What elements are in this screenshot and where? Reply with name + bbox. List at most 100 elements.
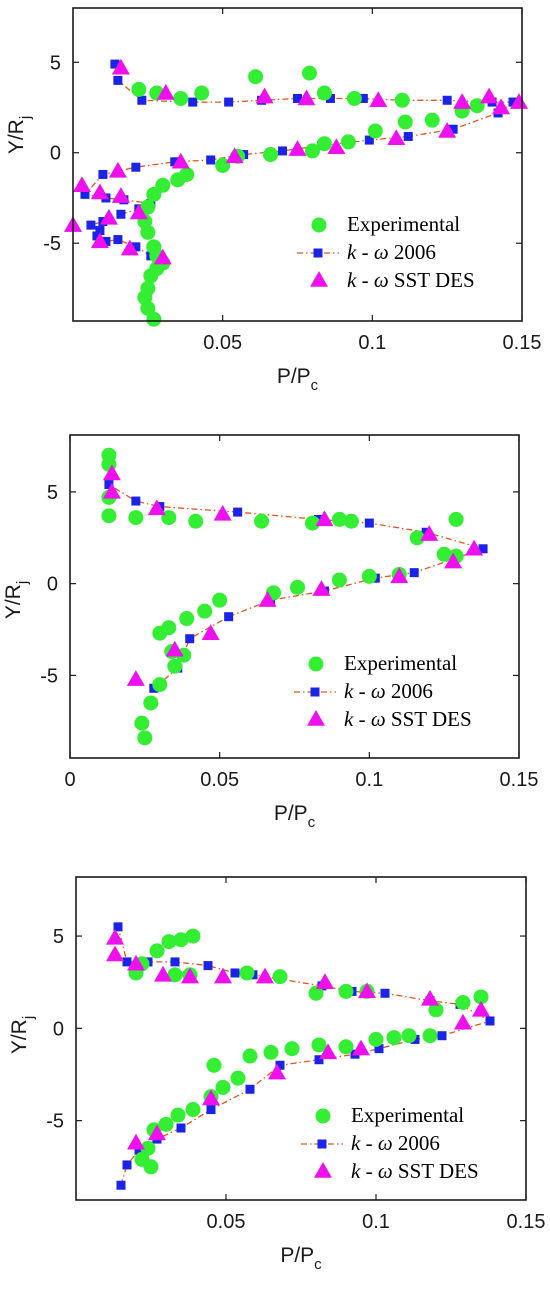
- data-point-triangle: [108, 161, 127, 178]
- legend: Experimental k - ω 2006 k - ω SST DES: [297, 212, 475, 292]
- data-point-circle: [167, 658, 183, 674]
- legend-marker-kw2006: [313, 248, 323, 258]
- data-point-square: [134, 1145, 144, 1155]
- data-point-square: [113, 922, 123, 932]
- x-axis-title: P/Pc: [274, 802, 316, 831]
- data-point-triangle: [256, 967, 274, 984]
- data-point-circle: [448, 511, 464, 527]
- data-point-triangle: [90, 232, 109, 249]
- data-point-circle: [346, 90, 362, 106]
- legend-label-sstdes: k - ω SST DES: [347, 268, 475, 292]
- legend-label-experimental: Experimental: [347, 212, 460, 236]
- data-point-square: [98, 169, 108, 179]
- data-point-triangle: [510, 93, 529, 109]
- data-point-square: [170, 957, 180, 967]
- data-point-square: [92, 231, 102, 241]
- legend-marker-sstdes: [310, 271, 328, 287]
- data-point-circle: [331, 572, 347, 588]
- data-point-triangle: [102, 482, 121, 499]
- data-point-square: [137, 95, 147, 105]
- x-tick-label: 0.15: [500, 769, 539, 791]
- data-point-square: [245, 1084, 255, 1094]
- chart-panel-1: 0.05 0.1 0.15 5 0 -5 P/Pc Y/Rj Experimental k - ω…: [5, 7, 541, 394]
- data-point-triangle: [319, 1043, 337, 1060]
- data-point-circle: [158, 1116, 174, 1132]
- data-point-circle: [101, 508, 117, 524]
- legend-marker-sstdes: [307, 710, 325, 726]
- data-point-triangle: [421, 989, 439, 1006]
- y-tick-label: -5: [46, 1111, 64, 1133]
- legend-label-sstdes: k - ω SST DES: [344, 707, 472, 731]
- data-point-square: [403, 131, 413, 141]
- data-point-circle: [473, 989, 489, 1005]
- data-point-square: [275, 1060, 285, 1070]
- series-circle-markers: [101, 447, 464, 746]
- data-point-square: [86, 220, 96, 230]
- x-tick-label: 0: [64, 769, 75, 791]
- data-point-circle: [289, 579, 305, 595]
- data-point-circle: [239, 965, 255, 981]
- data-point-circle: [254, 513, 270, 529]
- data-point-circle: [179, 611, 195, 627]
- data-point-triangle: [106, 928, 124, 945]
- data-point-square: [508, 97, 518, 107]
- data-point-circle: [185, 928, 201, 944]
- data-point-circle: [179, 166, 195, 182]
- data-point-circle: [316, 85, 332, 101]
- legend-label-kw2006: k - ω 2006: [344, 679, 433, 703]
- data-point-triangle: [312, 580, 331, 596]
- x-axis-title-main: P/P: [277, 365, 311, 388]
- data-point-circle: [167, 967, 183, 983]
- legend-marker-experimental: [311, 217, 327, 233]
- data-point-square: [104, 480, 114, 490]
- data-point-circle: [263, 1044, 279, 1060]
- y-tick-label: 5: [53, 926, 64, 948]
- y-tick-label: -5: [43, 233, 61, 255]
- data-point-circle: [272, 969, 288, 985]
- data-point-circle: [101, 447, 117, 463]
- data-point-square: [437, 1031, 447, 1041]
- data-point-square: [380, 988, 390, 998]
- legend-marker-kw2006: [310, 687, 320, 697]
- data-point-circle: [152, 625, 168, 641]
- x-tick-label: 0.05: [207, 1211, 246, 1233]
- data-point-triangle: [352, 1039, 370, 1056]
- y-axis-title-main: Y/R: [2, 584, 25, 619]
- data-point-square: [170, 157, 180, 167]
- data-point-square: [485, 1016, 495, 1026]
- data-point-triangle: [369, 91, 388, 108]
- data-point-triangle: [255, 87, 274, 104]
- data-point-circle: [316, 136, 332, 152]
- data-point-circle: [149, 943, 165, 959]
- axes-box: [69, 434, 520, 759]
- y-axis-title-subscript: j: [17, 116, 34, 120]
- series-triangle-markers: [106, 928, 490, 1150]
- legend-label-kw2006: k - ω 2006: [351, 1131, 440, 1155]
- data-point-triangle: [153, 248, 172, 265]
- data-point-triangle: [171, 152, 190, 169]
- data-point-triangle: [165, 640, 184, 657]
- data-point-circle: [361, 568, 377, 584]
- data-point-square: [206, 155, 216, 165]
- data-point-triangle: [90, 183, 109, 200]
- data-point-circle: [311, 1037, 327, 1053]
- data-point-square: [131, 496, 141, 506]
- legend: Experimental k - ω 2006 k - ω SST DES: [301, 1103, 479, 1183]
- x-tick-label: 0.1: [358, 332, 386, 354]
- data-point-circle: [131, 81, 147, 97]
- data-point-triangle: [148, 1124, 166, 1141]
- data-point-square: [293, 93, 302, 103]
- data-point-square: [442, 95, 452, 105]
- x-axis-title-subscript: c: [311, 377, 319, 394]
- y-axis-title-main: Y/R: [8, 1019, 31, 1054]
- data-point-circle: [301, 65, 317, 81]
- data-point-square: [176, 1123, 186, 1133]
- data-point-circle: [143, 695, 159, 711]
- y-tick-label: 0: [47, 574, 58, 596]
- data-point-triangle: [316, 973, 334, 989]
- data-point-circle: [409, 530, 425, 546]
- data-point-square: [101, 236, 111, 246]
- data-point-circle: [140, 280, 156, 296]
- data-point-circle: [304, 143, 320, 159]
- data-point-square: [95, 226, 105, 236]
